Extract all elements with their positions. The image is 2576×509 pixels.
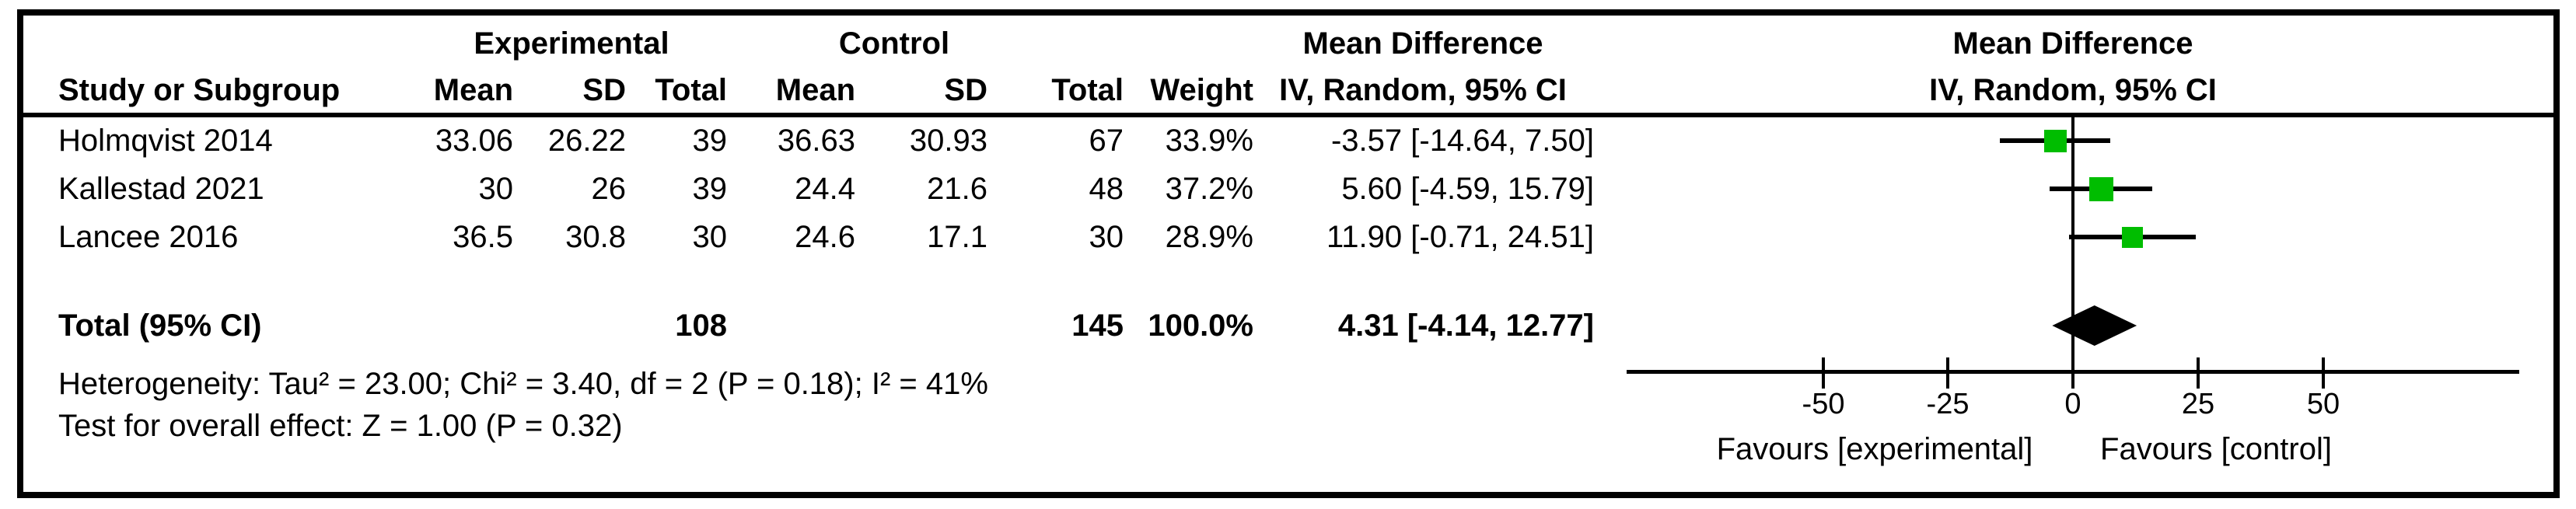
axis-tick <box>2197 357 2200 389</box>
mean-ctl-value: 24.4 <box>795 172 855 206</box>
mean-difference-text-header: Mean Difference <box>1302 26 1543 61</box>
mean-exp-col-header: Mean <box>433 73 513 107</box>
total-ctl-value: 67 <box>1089 124 1124 158</box>
control-group-header: Control <box>838 26 950 61</box>
total-ctl-col-header: Total <box>1051 73 1124 107</box>
effect-square-marker <box>2089 177 2113 201</box>
sd-exp-value: 26 <box>591 172 627 206</box>
favours-control-label: Favours [control] <box>2100 432 2332 466</box>
heterogeneity-stats: Heterogeneity: Tau² = 23.00; Chi² = 3.40… <box>58 367 988 401</box>
effect-square-marker <box>2044 130 2067 152</box>
total-ctl-sum: 145 <box>1071 309 1124 343</box>
mean-ctl-col-header: Mean <box>775 73 855 107</box>
total-exp-value: 39 <box>692 124 728 158</box>
weight-value: 33.9% <box>1165 124 1253 158</box>
favours-experimental-label: Favours [experimental] <box>1716 432 2033 466</box>
overall-effect-test: Test for overall effect: Z = 1.00 (P = 0… <box>58 409 623 443</box>
axis-tick-label: 25 <box>2181 388 2215 420</box>
sd-ctl-col-header: SD <box>944 73 987 107</box>
zero-effect-line <box>2071 117 2074 371</box>
total-exp-value: 39 <box>692 172 728 206</box>
total-exp-value: 30 <box>692 220 728 254</box>
study-name: Holmqvist 2014 <box>58 124 273 158</box>
mean-ctl-value: 36.63 <box>777 124 855 158</box>
study-name: Kallestad 2021 <box>58 172 264 206</box>
study-col-header: Study or Subgroup <box>58 73 341 107</box>
axis-tick <box>1822 357 1825 389</box>
iv-random-text-col-header: IV, Random, 95% CI <box>1279 73 1567 107</box>
sd-exp-value: 30.8 <box>565 220 626 254</box>
total-ctl-value: 48 <box>1089 172 1124 206</box>
total-row-label: Total (95% CI) <box>58 309 262 343</box>
axis-tick-label: 50 <box>2306 388 2340 420</box>
weight-col-header: Weight <box>1150 73 1253 107</box>
sd-exp-value: 26.22 <box>547 124 626 158</box>
weight-value: 37.2% <box>1165 172 1253 206</box>
sd-ctl-value: 30.93 <box>909 124 987 158</box>
effect-square-marker <box>2122 227 2143 248</box>
mean-exp-value: 33.06 <box>435 124 513 158</box>
ci-text-value: 5.60 [-4.59, 15.79] <box>1341 172 1594 206</box>
sd-ctl-value: 17.1 <box>927 220 987 254</box>
header-divider-line <box>23 113 2553 117</box>
total-ci-text: 4.31 [-4.14, 12.77] <box>1337 309 1594 343</box>
mean-ctl-value: 24.6 <box>795 220 855 254</box>
sd-ctl-value: 21.6 <box>927 172 987 206</box>
figure-border <box>17 9 2560 498</box>
axis-tick-label: -50 <box>1802 388 1845 420</box>
ci-text-value: 11.90 [-0.71, 24.51] <box>1326 220 1594 254</box>
ci-text-value: -3.57 [-14.64, 7.50] <box>1330 124 1594 158</box>
experimental-group-header: Experimental <box>474 26 669 61</box>
total-weight: 100.0% <box>1148 309 1253 343</box>
weight-value: 28.9% <box>1165 220 1253 254</box>
total-ctl-value: 30 <box>1089 220 1124 254</box>
axis-tick-label: 0 <box>2064 388 2081 420</box>
mean-exp-value: 30 <box>478 172 514 206</box>
axis-tick <box>2322 357 2325 389</box>
sd-exp-col-header: SD <box>582 73 626 107</box>
mean-difference-plot-header: Mean Difference <box>1952 26 2193 61</box>
mean-exp-value: 36.5 <box>453 220 513 254</box>
total-exp-sum: 108 <box>675 309 727 343</box>
axis-tick-label: -25 <box>1926 388 1970 420</box>
axis-tick <box>2071 357 2074 389</box>
study-name: Lancee 2016 <box>58 220 239 254</box>
axis-tick <box>1946 357 1949 389</box>
total-exp-col-header: Total <box>655 73 727 107</box>
iv-random-plot-col-header: IV, Random, 95% CI <box>1929 73 2217 107</box>
